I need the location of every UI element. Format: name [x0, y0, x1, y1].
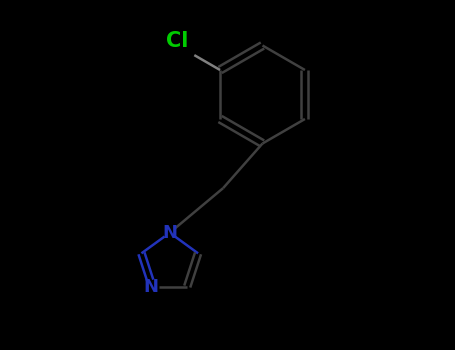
Text: N: N	[162, 224, 177, 242]
Text: Cl: Cl	[166, 31, 188, 51]
Text: N: N	[143, 278, 158, 295]
